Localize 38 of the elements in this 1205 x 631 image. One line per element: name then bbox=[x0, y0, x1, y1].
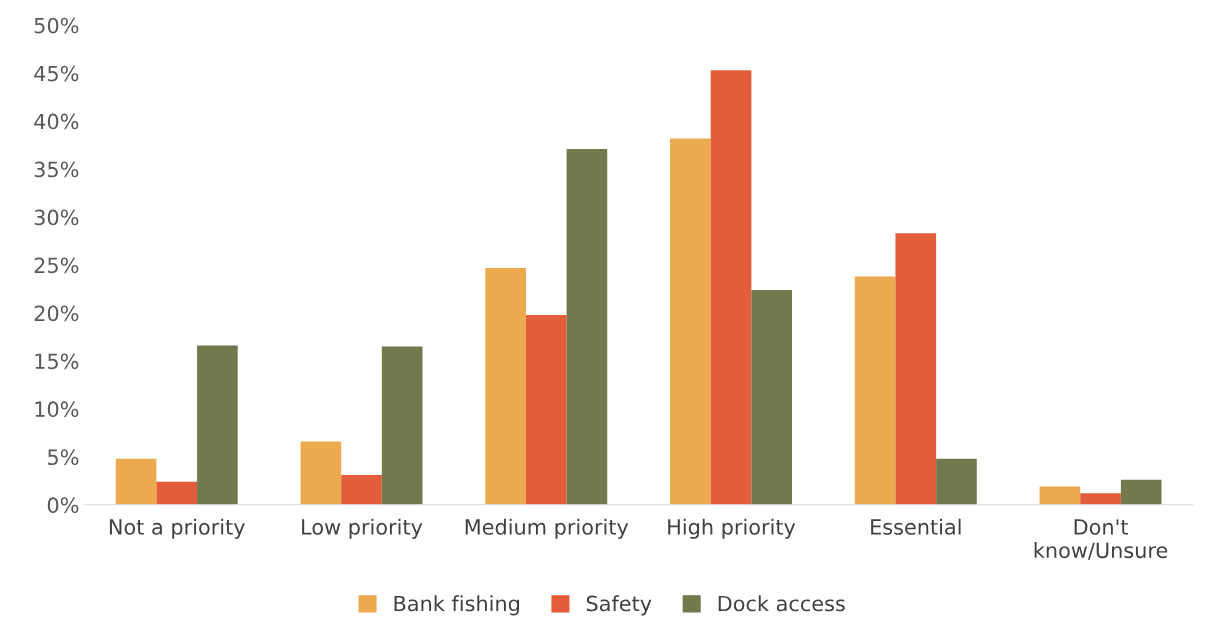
bar bbox=[1039, 486, 1081, 505]
y-tick-label: 40% bbox=[34, 113, 79, 130]
y-tick-label: 30% bbox=[34, 209, 79, 226]
y-tick-label: 0% bbox=[47, 497, 79, 514]
y-tick-label: 45% bbox=[34, 65, 79, 82]
x-tick-label: Essential bbox=[871, 518, 961, 535]
y-tick-label: 25% bbox=[34, 257, 79, 274]
x-tick-label: High priority bbox=[668, 518, 796, 539]
bar bbox=[751, 289, 793, 505]
x-tick-label: Not a priority bbox=[109, 518, 245, 539]
legend-label: Bank fishing bbox=[394, 595, 519, 616]
bar bbox=[485, 267, 526, 505]
y-tick-label: 50% bbox=[34, 17, 79, 34]
bar bbox=[936, 458, 977, 505]
bar bbox=[1080, 493, 1121, 505]
y-tick-label: 15% bbox=[35, 353, 79, 370]
bar bbox=[300, 441, 342, 505]
legend-label: Dock access bbox=[718, 595, 845, 612]
x-tick-label: Don't know/Unsure bbox=[1034, 519, 1168, 560]
y-tick-label: 5% bbox=[48, 449, 79, 466]
bar bbox=[670, 138, 711, 505]
legend-label: Safety bbox=[586, 595, 652, 616]
x-tick-label: Medium priority bbox=[465, 518, 629, 539]
bar bbox=[197, 345, 238, 505]
bar bbox=[566, 148, 608, 505]
y-tick-label: 20% bbox=[34, 305, 79, 322]
bar bbox=[341, 475, 382, 505]
bar bbox=[710, 70, 752, 505]
x-tick-label: Low priority bbox=[302, 518, 423, 539]
y-tick-label: 10% bbox=[35, 401, 79, 418]
y-tick-label: 35% bbox=[34, 161, 79, 178]
bar bbox=[156, 481, 198, 505]
bar bbox=[895, 233, 937, 505]
bar bbox=[381, 346, 423, 505]
bar bbox=[1120, 479, 1162, 505]
bar bbox=[115, 458, 157, 505]
bar bbox=[525, 314, 567, 505]
bar bbox=[854, 276, 896, 505]
